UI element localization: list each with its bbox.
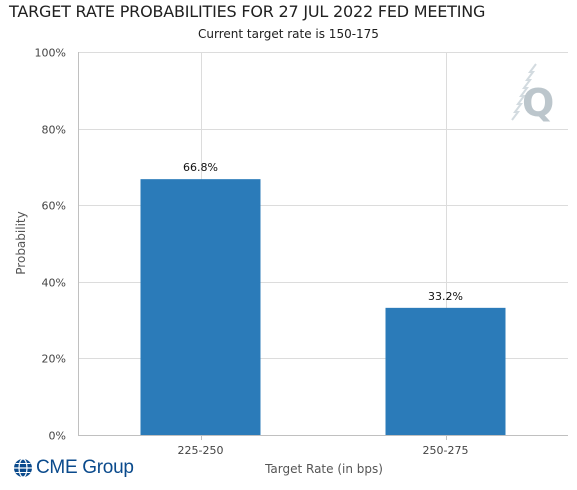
chart-title: TARGET RATE PROBABILITIES FOR 27 JUL 202… bbox=[9, 2, 486, 21]
x-axis-title: Target Rate (in bps) bbox=[264, 462, 383, 476]
bar-data-label: 66.8% bbox=[183, 161, 218, 174]
cme-globe-icon bbox=[14, 458, 32, 478]
bar bbox=[140, 179, 261, 435]
x-tick-label: 225-250 bbox=[178, 444, 224, 457]
cme-group-logo: CME Group bbox=[13, 457, 134, 479]
y-axis-title: Probability bbox=[14, 211, 28, 274]
bar bbox=[385, 307, 506, 435]
y-tick-label: 0% bbox=[49, 430, 66, 443]
x-tick-label: 250-275 bbox=[423, 444, 469, 457]
svg-text:Q: Q bbox=[522, 81, 554, 125]
quikstrike-q-icon: Q bbox=[511, 63, 554, 125]
chart-subtitle: Current target rate is 150-175 bbox=[198, 27, 379, 41]
y-tick-label: 40% bbox=[42, 277, 66, 290]
y-tick-label: 60% bbox=[42, 200, 66, 213]
y-tick-label: 20% bbox=[42, 353, 66, 366]
y-tick-label: 80% bbox=[42, 124, 66, 137]
y-tick-label: 100% bbox=[35, 47, 66, 60]
bar-data-label: 33.2% bbox=[428, 290, 463, 303]
cme-group-logo-text: CME Group bbox=[36, 457, 134, 478]
